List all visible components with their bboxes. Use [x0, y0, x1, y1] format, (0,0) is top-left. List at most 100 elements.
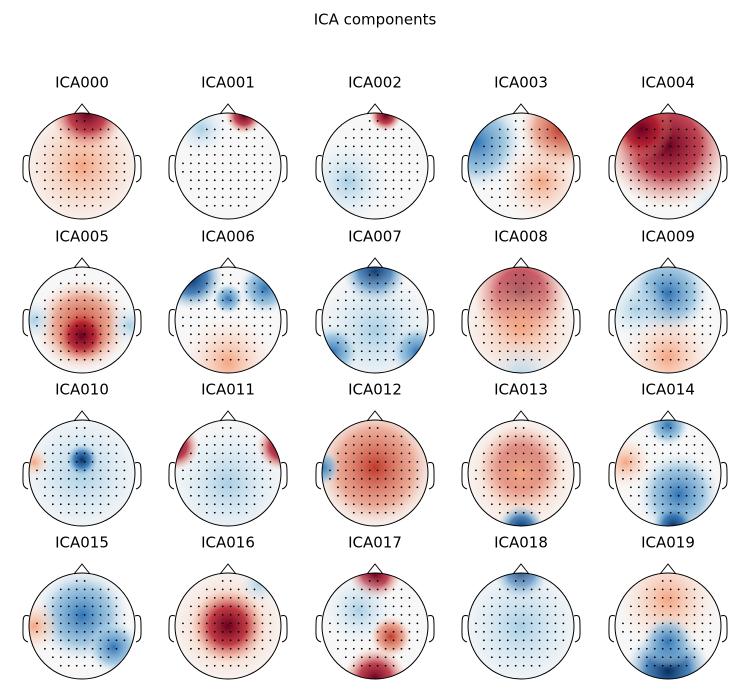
sensor [392, 444, 395, 446]
sensor [506, 503, 509, 506]
sensor [59, 128, 62, 131]
sensor [392, 647, 395, 650]
sensor [368, 291, 371, 293]
sensor [83, 452, 86, 455]
nose [366, 410, 384, 422]
sensor [51, 145, 54, 148]
sensor [329, 324, 331, 327]
sensor [498, 282, 501, 285]
sensor [669, 299, 672, 302]
sensor [693, 162, 696, 165]
sensor [693, 494, 696, 497]
sensor [498, 452, 501, 455]
sensor [498, 204, 501, 207]
sensor [107, 460, 110, 463]
sensor [123, 333, 126, 336]
sensor [630, 630, 632, 633]
sensor [530, 494, 533, 497]
sensor [546, 196, 549, 199]
sensor [384, 477, 387, 480]
sensor [408, 486, 411, 489]
sensor [352, 597, 355, 599]
sensor [538, 358, 541, 361]
topomap: ICA012 [315, 381, 435, 527]
sensor [59, 358, 62, 361]
sensor [653, 597, 656, 599]
sensor [661, 588, 664, 591]
sensor [221, 622, 224, 625]
sensor [261, 597, 264, 599]
sensor [59, 452, 62, 455]
sensor [221, 477, 224, 480]
sensor [360, 630, 363, 633]
sensor [123, 170, 126, 173]
sensor [637, 291, 640, 293]
sensor [693, 630, 696, 633]
sensor [83, 170, 86, 173]
sensor [645, 153, 648, 156]
sensor [91, 128, 94, 131]
sensor [59, 145, 62, 148]
sensor [59, 469, 62, 472]
sensor [630, 460, 632, 463]
topomap-title: ICA012 [348, 381, 402, 399]
sensor [99, 503, 102, 506]
sensor [506, 204, 509, 207]
sensor [197, 469, 200, 472]
sensor [653, 145, 656, 148]
topomap-title: ICA001 [201, 74, 255, 92]
sensor [237, 162, 240, 165]
sensor [392, 469, 395, 472]
sensor [91, 452, 94, 455]
sensor [368, 647, 371, 650]
sensor [701, 647, 704, 650]
sensor [197, 316, 200, 319]
sensor [190, 170, 192, 173]
sensor [376, 282, 379, 285]
sensor [83, 162, 86, 165]
sensor [538, 316, 541, 319]
sensor [360, 333, 363, 336]
sensor [205, 588, 208, 591]
sensor [229, 511, 232, 514]
sensor [75, 597, 78, 599]
sensor [530, 128, 533, 131]
sensor [384, 452, 387, 455]
sensor [701, 613, 704, 616]
sensor [677, 664, 680, 667]
sensor [245, 511, 248, 514]
sensor [701, 452, 704, 455]
sensor [91, 605, 94, 608]
sensor [344, 333, 347, 336]
sensor [685, 316, 688, 319]
sensor [91, 316, 94, 319]
sensor [344, 170, 347, 173]
sensor [91, 187, 94, 190]
sensor [645, 597, 648, 599]
sensor [483, 622, 485, 625]
sensor [83, 444, 86, 446]
sensor [392, 452, 395, 455]
sensor [115, 179, 118, 182]
sensor [83, 435, 86, 438]
sensor [237, 656, 240, 659]
sensor [245, 477, 248, 480]
sensor [107, 291, 110, 293]
sensor [498, 291, 501, 293]
sensor [51, 299, 54, 302]
sensor [498, 469, 501, 472]
sensor [514, 435, 517, 438]
sensor [376, 341, 379, 344]
sensor [344, 196, 347, 199]
sensor [237, 469, 240, 472]
sensor [107, 137, 110, 139]
sensor [669, 341, 672, 344]
sensor [337, 613, 339, 616]
sensor [483, 477, 485, 480]
sensor [384, 170, 387, 173]
sensor [408, 170, 411, 173]
sensor [99, 613, 102, 616]
sensor [91, 503, 94, 506]
sensor [637, 333, 640, 336]
sensor [490, 630, 493, 633]
